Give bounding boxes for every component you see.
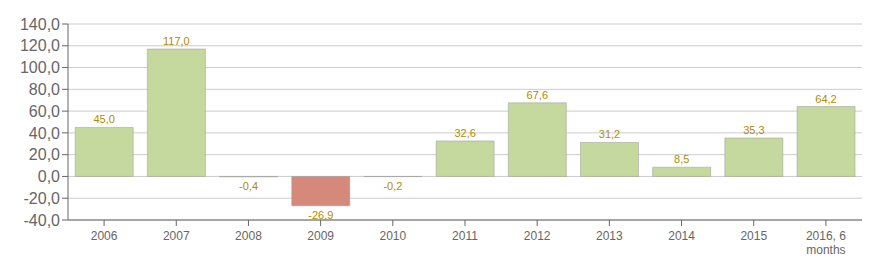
- svg-text:35,3: 35,3: [743, 124, 764, 136]
- svg-text:-0,2: -0,2: [383, 180, 402, 192]
- svg-text:2009: 2009: [307, 229, 334, 243]
- svg-text:2016, 6months: 2016, 6months: [806, 229, 846, 257]
- svg-text:2010: 2010: [379, 229, 406, 243]
- svg-text:100,0: 100,0: [20, 59, 60, 76]
- svg-text:31,2: 31,2: [599, 128, 620, 140]
- svg-text:45,0: 45,0: [94, 113, 115, 125]
- svg-text:2015: 2015: [740, 229, 767, 243]
- svg-text:2012: 2012: [524, 229, 551, 243]
- svg-text:8,5: 8,5: [674, 153, 689, 165]
- svg-text:117,0: 117,0: [163, 35, 190, 47]
- svg-text:40,0: 40,0: [29, 125, 60, 142]
- svg-text:32,6: 32,6: [454, 127, 475, 139]
- svg-text:2013: 2013: [596, 229, 623, 243]
- svg-text:2006: 2006: [91, 229, 118, 243]
- svg-text:-40,0: -40,0: [24, 212, 61, 229]
- svg-text:64,2: 64,2: [815, 93, 836, 105]
- svg-text:80,0: 80,0: [29, 81, 60, 98]
- svg-text:140,0: 140,0: [20, 16, 60, 33]
- svg-text:0,0: 0,0: [38, 168, 60, 185]
- svg-text:-26,9: -26,9: [308, 209, 333, 221]
- svg-text:20,0: 20,0: [29, 146, 60, 163]
- svg-text:60,0: 60,0: [29, 103, 60, 120]
- svg-text:-20,0: -20,0: [24, 190, 61, 207]
- svg-text:2008: 2008: [235, 229, 262, 243]
- svg-text:2014: 2014: [668, 229, 695, 243]
- svg-text:67,6: 67,6: [527, 89, 548, 101]
- svg-text:-0,4: -0,4: [239, 180, 258, 192]
- svg-text:120,0: 120,0: [20, 37, 60, 54]
- svg-text:2011: 2011: [452, 229, 478, 243]
- svg-text:2007: 2007: [163, 229, 190, 243]
